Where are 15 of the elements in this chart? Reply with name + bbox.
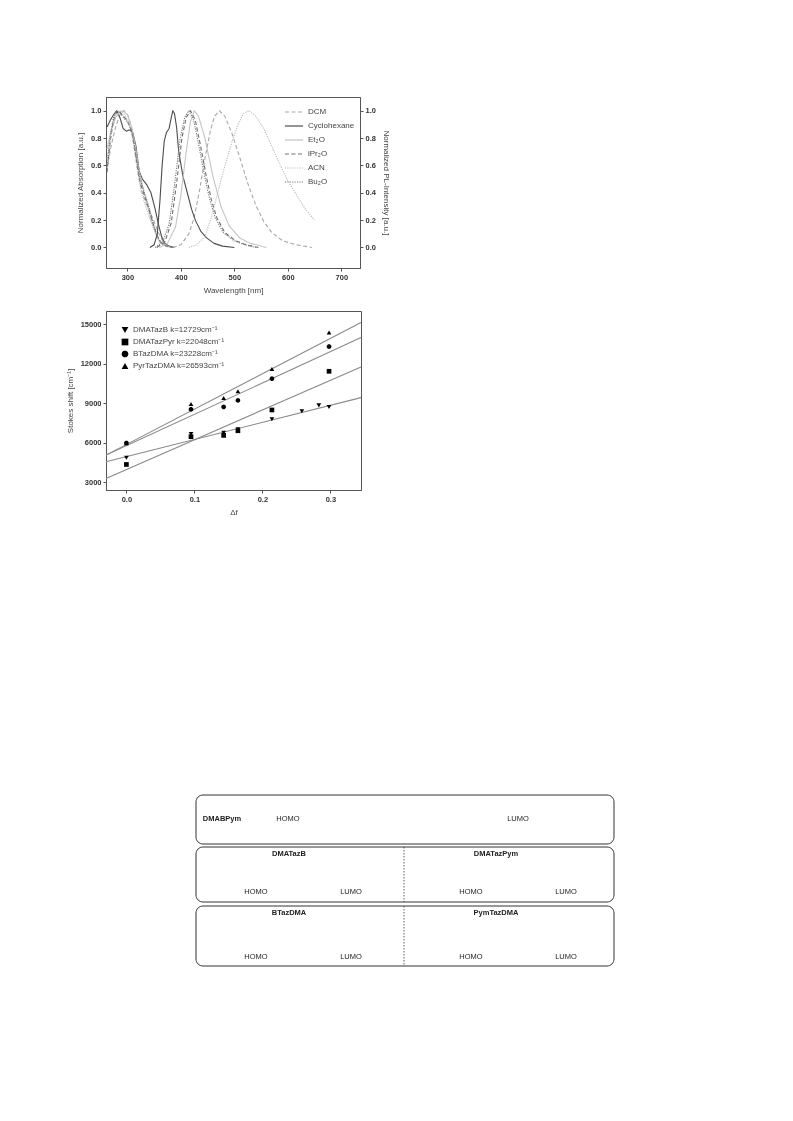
legend-label: Et₂O xyxy=(308,135,325,144)
y-axis-title: Stokes shift [cm⁻¹] xyxy=(65,368,75,434)
legend-label: Cyclohexane xyxy=(308,121,355,130)
legend-label: BTazDMA k=23228cm⁻¹ xyxy=(133,349,218,358)
legend-label: DCM xyxy=(308,107,327,116)
legend-label: DMATazPyr k=22048cm⁻¹ xyxy=(133,337,225,346)
legend-label: Bu₂O xyxy=(308,177,328,186)
legend-label: PyrTazDMA k=26593cm⁻¹ xyxy=(133,361,225,370)
legend-label: DMATazB k=12729cm⁻¹ xyxy=(133,325,218,334)
legend-label: ACN xyxy=(308,163,326,172)
legend-label: iPr₂O xyxy=(308,149,328,158)
y-axis-title: Normalized Absorption [a.u.] xyxy=(76,132,86,234)
x-axis-title: Δf xyxy=(230,508,239,517)
x-axis-title: Wavelength [nm] xyxy=(203,286,264,295)
y2-axis-title: Normalized PL-Intensity [a.u.] xyxy=(381,130,391,236)
